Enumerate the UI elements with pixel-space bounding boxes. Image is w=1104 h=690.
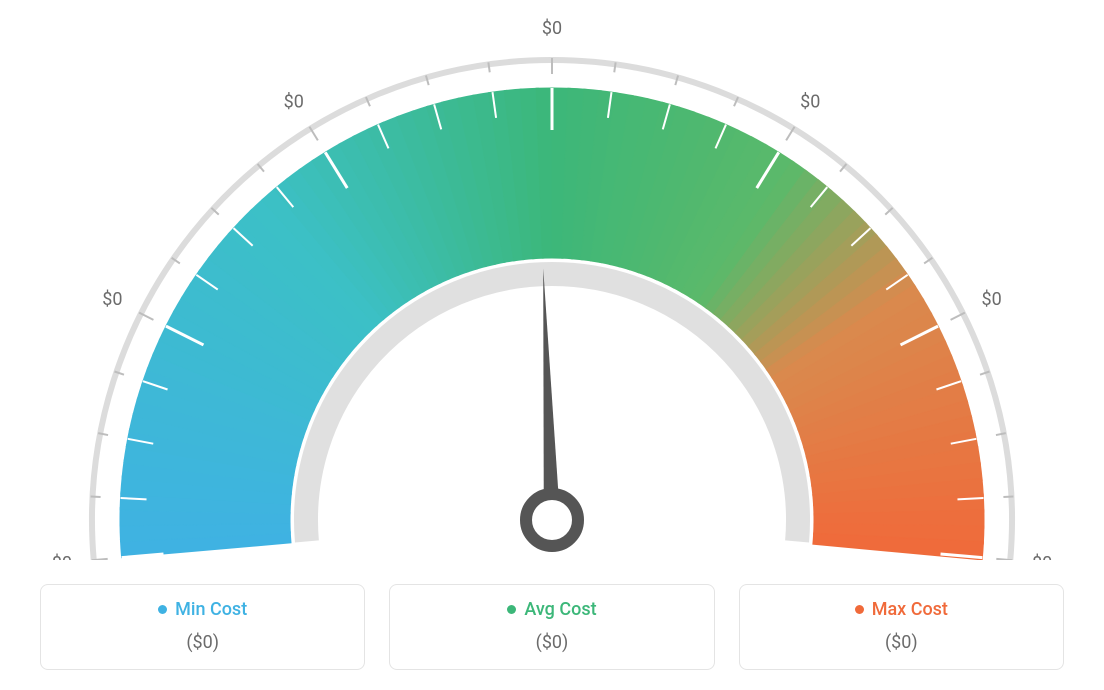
gauge-chart-container: $0 $0 $0 $0 $0 $0 $0 Min Cost ($0) Avg Cost ($…: [0, 0, 1104, 690]
gauge-tick-label: $0: [102, 289, 122, 310]
gauge-tick-label: $0: [542, 18, 562, 39]
dot-icon-max: [855, 605, 864, 614]
dot-icon-min: [158, 605, 167, 614]
gauge-area: $0 $0 $0 $0 $0 $0 $0: [0, 0, 1104, 560]
legend-label-min: Min Cost: [175, 599, 247, 620]
legend-row: Min Cost ($0) Avg Cost ($0) Max Cost ($0…: [40, 584, 1064, 670]
legend-label-max: Max Cost: [872, 599, 948, 620]
legend-card-min: Min Cost ($0): [40, 584, 365, 670]
legend-value-max: ($0): [750, 632, 1053, 653]
legend-value-min: ($0): [51, 632, 354, 653]
gauge-svg: $0 $0 $0 $0 $0 $0 $0: [0, 0, 1104, 560]
legend-title-avg: Avg Cost: [400, 599, 703, 620]
legend-card-avg: Avg Cost ($0): [389, 584, 714, 670]
legend-title-min: Min Cost: [51, 599, 354, 620]
gauge-needle: [543, 268, 558, 491]
legend-value-avg: ($0): [400, 632, 703, 653]
gauge-tick-label: $0: [284, 91, 304, 112]
gauge-tick-label: $0: [982, 289, 1002, 310]
gauge-hub: [526, 494, 578, 546]
legend-label-avg: Avg Cost: [524, 599, 596, 620]
legend-card-max: Max Cost ($0): [739, 584, 1064, 670]
gauge-tick-label: $0: [52, 553, 72, 560]
gauge-tick-label: $0: [800, 91, 820, 112]
gauge-tick-label: $0: [1032, 553, 1052, 560]
legend-title-max: Max Cost: [750, 599, 1053, 620]
dot-icon-avg: [507, 605, 516, 614]
